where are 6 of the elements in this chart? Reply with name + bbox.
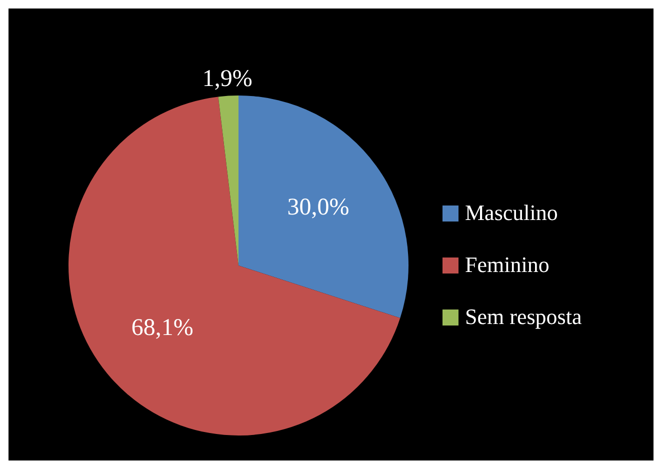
- legend-label: Masculino: [465, 200, 558, 226]
- legend-label: Feminino: [465, 252, 550, 278]
- legend-label: Sem resposta: [465, 304, 582, 330]
- data-label: 68,1%: [131, 315, 194, 342]
- data-label: 30,0%: [287, 194, 350, 221]
- data-label: 1,9%: [202, 66, 252, 92]
